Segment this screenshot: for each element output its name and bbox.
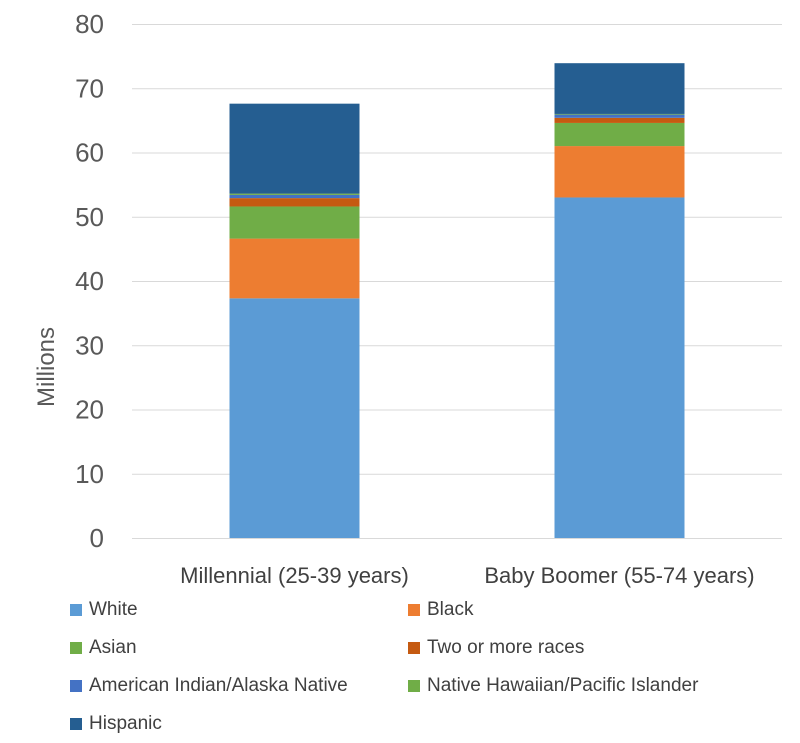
- legend-swatch: [70, 642, 82, 654]
- bar-segment: [229, 193, 360, 195]
- bar-stack: [229, 103, 360, 538]
- x-category-label: Baby Boomer (55-74 years): [484, 563, 754, 588]
- legend-item: Two or more races: [408, 634, 584, 662]
- y-tick-label: 10: [75, 459, 104, 489]
- legend-item: American Indian/Alaska Native: [70, 672, 348, 700]
- legend-swatch: [70, 604, 82, 616]
- legend-swatch: [70, 718, 82, 730]
- legend-label: Native Hawaiian/Pacific Islander: [427, 675, 699, 696]
- legend-swatch: [408, 604, 420, 616]
- bar-segment: [229, 194, 360, 199]
- bar-segment: [554, 122, 685, 147]
- bar-segment: [229, 103, 360, 194]
- bar-segment: [229, 238, 360, 299]
- x-axis-categories: Millennial (25-39 years) Baby Boomer (55-…: [180, 563, 754, 588]
- legend-swatch: [70, 680, 82, 692]
- bar-segment: [554, 117, 685, 123]
- bar-segment: [554, 114, 685, 118]
- legend-label: White: [89, 599, 138, 620]
- bar-segment: [554, 113, 685, 115]
- bar-stack: [554, 63, 685, 538]
- y-tick-label: 50: [75, 202, 104, 232]
- legend-label: Hispanic: [89, 713, 162, 734]
- legend-item: White: [70, 596, 138, 624]
- legend-item: Native Hawaiian/Pacific Islander: [408, 672, 698, 700]
- x-category-label: Millennial (25-39 years): [180, 563, 409, 588]
- bar-segment: [554, 146, 685, 198]
- y-tick-label: 70: [75, 73, 104, 103]
- legend-label: American Indian/Alaska Native: [89, 675, 348, 696]
- legend-swatch: [408, 642, 420, 654]
- bar-segment: [554, 63, 685, 114]
- legend-item: Asian: [70, 634, 137, 662]
- bar-segment: [229, 298, 360, 538]
- legend-swatch: [408, 680, 420, 692]
- stacked-bar-chart: 0 10 20 30 40 50 60 70 80 Millennial (25-39 year…: [33, 9, 782, 588]
- y-tick-label: 60: [75, 138, 104, 168]
- bars: [229, 63, 685, 538]
- y-tick-label: 20: [75, 395, 104, 425]
- legend-item: Black: [408, 596, 473, 624]
- y-axis-title: Millions: [33, 327, 60, 407]
- legend-label: Black: [427, 599, 474, 620]
- legend-item: Hispanic: [70, 710, 162, 738]
- bar-segment: [554, 197, 685, 538]
- y-tick-label: 40: [75, 266, 104, 296]
- y-tick-label: 80: [75, 9, 104, 39]
- bar-segment: [229, 198, 360, 207]
- legend-label: Two or more races: [427, 637, 585, 658]
- y-axis-ticks: 0 10 20 30 40 50 60 70 80: [75, 9, 104, 553]
- legend-label: Asian: [89, 637, 137, 658]
- y-tick-label: 0: [90, 523, 104, 553]
- y-tick-label: 30: [75, 330, 104, 360]
- bar-segment: [229, 206, 360, 239]
